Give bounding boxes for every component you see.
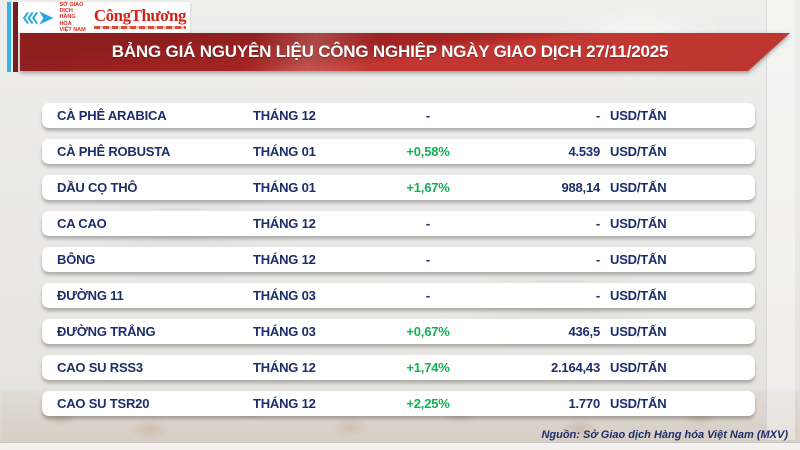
price-unit: USD/TẤN [610, 396, 667, 411]
commodity-name: DẦU CỌ THÔ [57, 180, 138, 195]
commodity-name: CAO SU TSR20 [57, 396, 150, 411]
table-row: CÀ PHÊ ARABICA THÁNG 12 - - USD/TẤN [42, 103, 755, 128]
table-row: ĐƯỜNG TRẮNG THÁNG 03 +0,67% 436,5 USD/TẤ… [42, 319, 755, 344]
commodity-name: ĐƯỜNG TRẮNG [57, 324, 156, 339]
commodity-name: BÔNG [57, 252, 96, 267]
price-unit: USD/TẤN [610, 360, 667, 375]
title-banner: BẢNG GIÁ NGUYÊN LIỆU CÔNG NGHIỆP NGÀY GI… [20, 33, 790, 71]
price-value: - [595, 108, 600, 123]
table-row: CA CAO THÁNG 12 - - USD/TẤN [42, 211, 755, 236]
price-value: 2.164,43 [550, 360, 600, 375]
contract-month: THÁNG 01 [253, 180, 316, 195]
congthuong-logo-text: CôngThương [93, 5, 187, 25]
congthuong-logo-underline [93, 25, 186, 29]
contract-month: THÁNG 01 [253, 144, 316, 159]
price-unit: USD/TẤN [610, 108, 667, 123]
price-value: 988,14 [561, 180, 600, 195]
table-row: CAO SU TSR20 THÁNG 12 +2,25% 1.770 USD/T… [42, 391, 755, 416]
change-percent: - [425, 216, 431, 231]
price-value: - [595, 216, 600, 231]
change-percent: +1,67% [406, 180, 450, 195]
contract-month: THÁNG 12 [253, 396, 316, 411]
left-accent-bar-maroon [13, 2, 18, 72]
price-unit: USD/TẤN [610, 144, 667, 159]
price-value: 1.770 [568, 396, 600, 411]
commodity-name: CÀ PHÊ ROBUSTA [57, 144, 171, 159]
change-percent: - [425, 108, 431, 123]
price-table-body: CÀ PHÊ ARABICA THÁNG 12 - - USD/TẤN CÀ P… [42, 103, 755, 427]
commodity-name: ĐƯỜNG 11 [57, 288, 124, 303]
congthuong-logo: CôngThương [93, 5, 187, 29]
price-value: - [595, 252, 600, 267]
change-percent: +2,25% [406, 396, 450, 411]
contract-month: THÁNG 03 [253, 324, 316, 339]
change-percent: +0,67% [406, 324, 450, 339]
contract-month: THÁNG 12 [253, 252, 316, 267]
logo-box: SỞ GIAO DỊCH HÀNG HÓA VIỆT NAM CôngThươn… [18, 2, 190, 33]
price-value: - [595, 288, 600, 303]
table-row: DẦU CỌ THÔ THÁNG 01 +1,67% 988,14 USD/TẤ… [42, 175, 755, 200]
price-unit: USD/TẤN [610, 180, 667, 195]
price-unit: USD/TẤN [610, 324, 667, 339]
price-unit: USD/TẤN [610, 288, 667, 303]
contract-month: THÁNG 12 [253, 216, 316, 231]
change-percent: - [425, 288, 431, 303]
table-row: CAO SU RSS3 THÁNG 12 +1,74% 2.164,43 USD… [42, 355, 755, 380]
bottom-strip [0, 442, 800, 450]
mxv-logo-text: SỞ GIAO DỊCH HÀNG HÓA VIỆT NAM [59, 1, 86, 33]
commodity-name: CAO SU RSS3 [57, 360, 143, 375]
table-row: BÔNG THÁNG 12 - - USD/TẤN [42, 247, 755, 272]
contract-month: THÁNG 12 [253, 360, 316, 375]
table-row: CÀ PHÊ ROBUSTA THÁNG 01 +0,58% 4.539 USD… [42, 139, 755, 164]
change-percent: +0,58% [406, 144, 450, 159]
price-value: 4.539 [568, 144, 600, 159]
title-banner-shape: BẢNG GIÁ NGUYÊN LIỆU CÔNG NGHIỆP NGÀY GI… [20, 33, 790, 71]
left-accent-bar-cyan [7, 2, 11, 72]
change-percent: +1,74% [406, 360, 450, 375]
contract-month: THÁNG 12 [253, 108, 316, 123]
source-note: Nguồn: Sở Giao dịch Hàng hóa Việt Nam (M… [541, 429, 788, 441]
change-percent: - [425, 252, 431, 267]
price-value: 436,5 [568, 324, 600, 339]
page-title: BẢNG GIÁ NGUYÊN LIỆU CÔNG NGHIỆP NGÀY GI… [111, 42, 669, 61]
table-row: ĐƯỜNG 11 THÁNG 03 - - USD/TẤN [42, 283, 755, 308]
commodity-name: CÀ PHÊ ARABICA [57, 108, 167, 123]
commodity-name: CA CAO [57, 216, 107, 231]
price-unit: USD/TẤN [610, 216, 667, 231]
contract-month: THÁNG 03 [253, 288, 316, 303]
price-unit: USD/TẤN [610, 252, 667, 267]
mxv-chevrons-icon [22, 10, 54, 25]
